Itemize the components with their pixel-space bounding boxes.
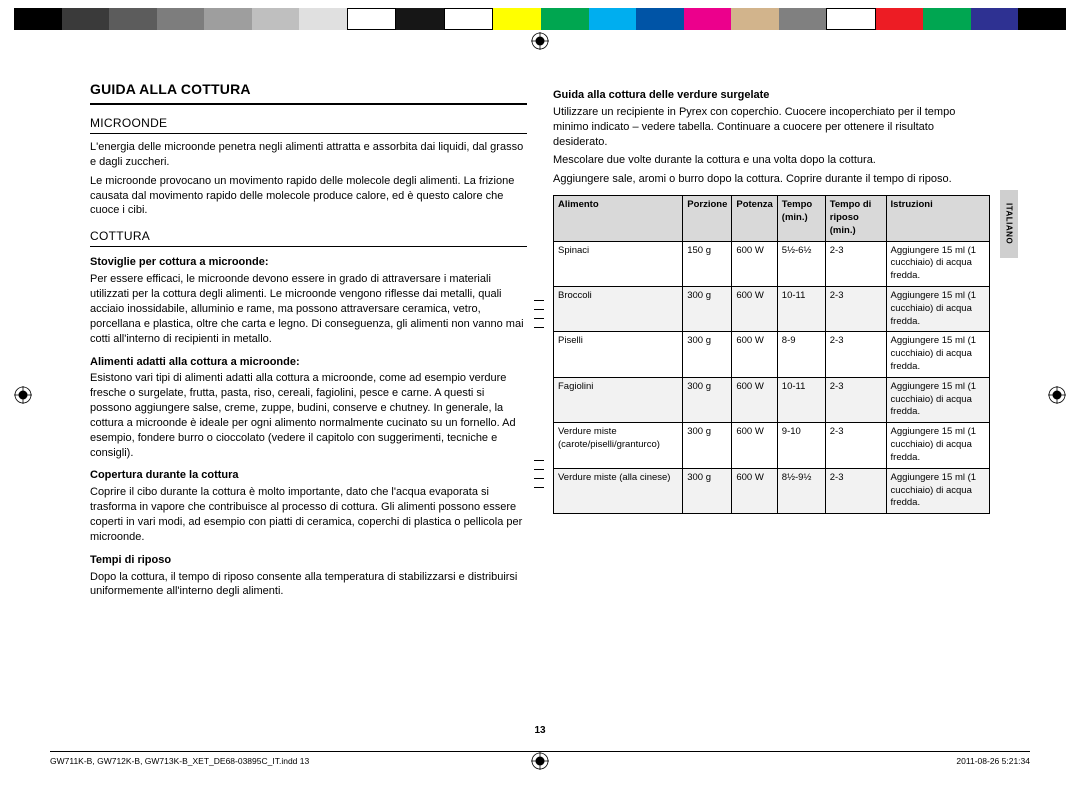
body-text: Dopo la cottura, il tempo di riposo cons…	[90, 570, 527, 600]
registration-mark-left	[14, 386, 32, 404]
table-cell: 600 W	[732, 423, 777, 468]
footer-filename: GW711K-B, GW712K-B, GW713K-B_XET_DE68-03…	[50, 756, 309, 766]
table-cell: 300 g	[683, 423, 732, 468]
table-header: Potenza	[732, 196, 777, 241]
table-cell: 5½-6½	[777, 241, 825, 286]
table-cell: 2-3	[825, 241, 886, 286]
print-color-bar	[14, 8, 1066, 30]
subsection-copertura: Copertura durante la cottura	[90, 468, 527, 483]
table-cell: 600 W	[732, 286, 777, 331]
table-cell: 300 g	[683, 377, 732, 422]
print-footer: GW711K-B, GW712K-B, GW713K-B_XET_DE68-03…	[50, 751, 1030, 766]
table-cell: 2-3	[825, 423, 886, 468]
table-cell: 8-9	[777, 332, 825, 377]
subsection-verdure-surgelate: Guida alla cottura delle verdure surgela…	[553, 88, 990, 103]
body-text: Aggiungere sale, aromi o burro dopo la c…	[553, 172, 990, 187]
right-column: Guida alla cottura delle verdure surgela…	[553, 80, 990, 603]
table-cell: Verdure miste (alla cinese)	[554, 468, 683, 513]
table-cell: 600 W	[732, 377, 777, 422]
fold-ticks	[534, 300, 544, 328]
table-cell: Verdure miste (carote/piselli/granturco)	[554, 423, 683, 468]
table-row: Broccoli300 g600 W10-112-3Aggiungere 15 …	[554, 286, 990, 331]
table-cell: Aggiungere 15 ml (1 cucchiaio) di acqua …	[886, 423, 989, 468]
body-text: L'energia delle microonde penetra negli …	[90, 140, 527, 170]
page-title: GUIDA ALLA COTTURA	[90, 80, 527, 105]
registration-mark-top	[531, 32, 549, 50]
table-cell: Aggiungere 15 ml (1 cucchiaio) di acqua …	[886, 286, 989, 331]
table-header: Tempo (min.)	[777, 196, 825, 241]
table-cell: 10-11	[777, 377, 825, 422]
table-header: Porzione	[683, 196, 732, 241]
table-header: Tempo di riposo (min.)	[825, 196, 886, 241]
table-row: Spinaci150 g600 W5½-6½2-3Aggiungere 15 m…	[554, 241, 990, 286]
body-text: Coprire il cibo durante la cottura è mol…	[90, 485, 527, 544]
left-column: GUIDA ALLA COTTURA MICROONDE L'energia d…	[90, 80, 527, 603]
footer-timestamp: 2011-08-26 5:21:34	[956, 756, 1030, 766]
table-cell: Spinaci	[554, 241, 683, 286]
table-row: Fagiolini300 g600 W10-112-3Aggiungere 15…	[554, 377, 990, 422]
table-cell: 300 g	[683, 332, 732, 377]
subsection-tempi: Tempi di riposo	[90, 553, 527, 568]
registration-mark-right	[1048, 386, 1066, 404]
table-row: Verdure miste (alla cinese)300 g600 W8½-…	[554, 468, 990, 513]
body-text: Utilizzare un recipiente in Pyrex con co…	[553, 105, 990, 150]
table-cell: Aggiungere 15 ml (1 cucchiaio) di acqua …	[886, 468, 989, 513]
table-cell: Aggiungere 15 ml (1 cucchiaio) di acqua …	[886, 241, 989, 286]
table-cell: 8½-9½	[777, 468, 825, 513]
body-text: Mescolare due volte durante la cottura e…	[553, 153, 990, 168]
fold-ticks	[534, 460, 544, 488]
table-cell: Aggiungere 15 ml (1 cucchiaio) di acqua …	[886, 332, 989, 377]
table-cell: 2-3	[825, 332, 886, 377]
table-cell: Aggiungere 15 ml (1 cucchiaio) di acqua …	[886, 377, 989, 422]
section-cottura: COTTURA	[90, 228, 527, 247]
cooking-table: AlimentoPorzionePotenzaTempo (min.)Tempo…	[553, 195, 990, 514]
table-cell: 300 g	[683, 286, 732, 331]
table-cell: 300 g	[683, 468, 732, 513]
table-cell: 2-3	[825, 286, 886, 331]
table-cell: 600 W	[732, 468, 777, 513]
table-cell: Broccoli	[554, 286, 683, 331]
table-cell: 2-3	[825, 377, 886, 422]
subsection-stoviglie: Stoviglie per cottura a microonde:	[90, 255, 527, 270]
table-cell: 9-10	[777, 423, 825, 468]
table-row: Piselli300 g600 W8-92-3Aggiungere 15 ml …	[554, 332, 990, 377]
body-text: Le microonde provocano un movimento rapi…	[90, 174, 527, 219]
table-header: Alimento	[554, 196, 683, 241]
table-cell: 600 W	[732, 332, 777, 377]
table-cell: 2-3	[825, 468, 886, 513]
section-microonde: MICROONDE	[90, 115, 527, 134]
body-text: Esistono vari tipi di alimenti adatti al…	[90, 371, 527, 460]
table-cell: Piselli	[554, 332, 683, 377]
table-cell: Fagiolini	[554, 377, 683, 422]
page-content: GUIDA ALLA COTTURA MICROONDE L'energia d…	[90, 80, 990, 603]
table-cell: 10-11	[777, 286, 825, 331]
body-text: Per essere efficaci, le microonde devono…	[90, 272, 527, 346]
table-cell: 150 g	[683, 241, 732, 286]
subsection-alimenti: Alimenti adatti alla cottura a microonde…	[90, 355, 527, 370]
table-row: Verdure miste (carote/piselli/granturco)…	[554, 423, 990, 468]
table-cell: 600 W	[732, 241, 777, 286]
language-tab: ITALIANO	[1000, 190, 1018, 258]
table-header: Istruzioni	[886, 196, 989, 241]
page-number: 13	[534, 725, 545, 736]
